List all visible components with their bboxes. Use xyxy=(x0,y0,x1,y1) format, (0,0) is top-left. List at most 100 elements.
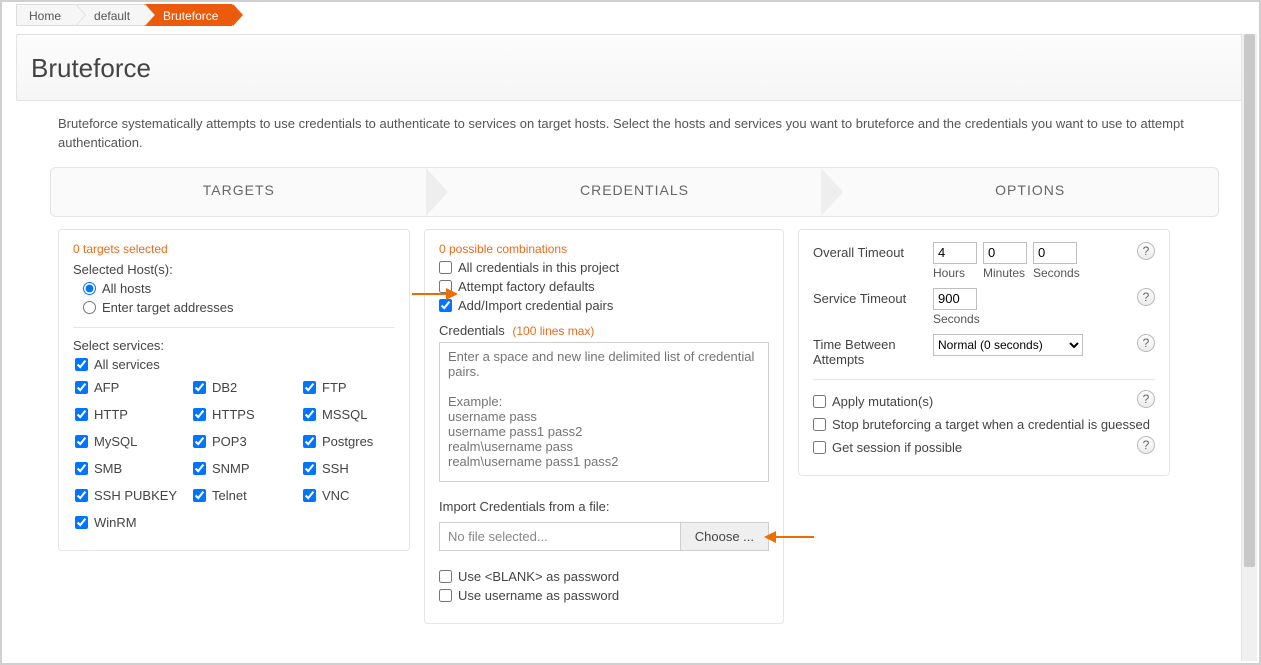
vertical-scrollbar[interactable] xyxy=(1241,34,1257,661)
help-icon[interactable]: ? xyxy=(1137,334,1155,352)
service-checkbox[interactable] xyxy=(75,381,88,394)
page-title: Bruteforce xyxy=(31,53,1230,84)
wizard-steps: TARGETS CREDENTIALS OPTIONS xyxy=(50,167,1219,217)
option-checkbox[interactable] xyxy=(813,395,826,408)
breadcrumb-bruteforce[interactable]: Bruteforce xyxy=(144,4,232,26)
overall-hours-input[interactable] xyxy=(933,242,977,264)
service-checkbox[interactable] xyxy=(75,435,88,448)
service-checkbox[interactable] xyxy=(193,381,206,394)
service-checkbox[interactable] xyxy=(303,462,316,475)
help-icon[interactable]: ? xyxy=(1137,288,1155,306)
service-checkbox[interactable] xyxy=(303,381,316,394)
service-telnet[interactable]: Telnet xyxy=(193,488,303,503)
service-checkbox[interactable] xyxy=(75,489,88,502)
divider xyxy=(73,327,395,328)
scrollbar-thumb[interactable] xyxy=(1244,34,1255,567)
cred-checkbox[interactable] xyxy=(439,261,452,274)
cred-extra-checkbox[interactable] xyxy=(439,570,452,583)
option-check-2[interactable]: Get session if possible xyxy=(813,440,1137,455)
service-ssh[interactable]: SSH xyxy=(303,461,403,476)
service-pop3[interactable]: POP3 xyxy=(193,434,303,449)
breadcrumb-home[interactable]: Home xyxy=(16,4,75,26)
service-snmp[interactable]: SNMP xyxy=(193,461,303,476)
service-checkbox[interactable] xyxy=(75,408,88,421)
step-separator-icon xyxy=(821,168,843,216)
help-icon[interactable]: ? xyxy=(1137,436,1155,454)
options-panel: Overall Timeout Hours Minutes Seconds ? … xyxy=(798,229,1170,476)
service-db2[interactable]: DB2 xyxy=(193,380,303,395)
radio-all-hosts-input[interactable] xyxy=(83,282,96,295)
service-timeout-input[interactable] xyxy=(933,288,977,310)
service-checkbox[interactable] xyxy=(303,435,316,448)
service-label: SNMP xyxy=(212,461,250,476)
service-checkbox[interactable] xyxy=(303,408,316,421)
credentials-hint: (100 lines max) xyxy=(512,324,594,338)
cred-check-label: Attempt factory defaults xyxy=(458,279,595,294)
minutes-unit-label: Minutes xyxy=(983,266,1027,280)
choose-file-button[interactable]: Choose ... xyxy=(681,522,769,551)
option-checkbox[interactable] xyxy=(813,441,826,454)
step-credentials[interactable]: CREDENTIALS xyxy=(447,168,823,216)
radio-enter-addresses-input[interactable] xyxy=(83,301,96,314)
step-targets[interactable]: TARGETS xyxy=(51,168,427,216)
cred-check-1[interactable]: Attempt factory defaults xyxy=(439,279,769,294)
service-label: HTTPS xyxy=(212,407,255,422)
radio-enter-addresses[interactable]: Enter target addresses xyxy=(83,300,395,315)
service-label: SMB xyxy=(94,461,122,476)
selected-hosts-label: Selected Host(s): xyxy=(73,262,395,277)
title-card: Bruteforce xyxy=(16,34,1245,101)
service-vnc[interactable]: VNC xyxy=(303,488,403,503)
service-label: SSH xyxy=(322,461,349,476)
cred-check-0[interactable]: All credentials in this project xyxy=(439,260,769,275)
radio-all-hosts[interactable]: All hosts xyxy=(83,281,395,296)
service-https[interactable]: HTTPS xyxy=(193,407,303,422)
service-ftp[interactable]: FTP xyxy=(303,380,403,395)
overall-seconds-input[interactable] xyxy=(1033,242,1077,264)
option-check-0[interactable]: Apply mutation(s) xyxy=(813,394,1137,409)
service-mysql[interactable]: MySQL xyxy=(75,434,193,449)
service-ssh-pubkey[interactable]: SSH PUBKEY xyxy=(75,488,193,503)
option-check-label: Apply mutation(s) xyxy=(832,394,933,409)
targets-selected-count: 0 targets selected xyxy=(73,242,395,256)
cred-checkbox[interactable] xyxy=(439,299,452,312)
service-checkbox[interactable] xyxy=(303,489,316,502)
cred-check-label: Add/Import credential pairs xyxy=(458,298,613,313)
help-icon[interactable]: ? xyxy=(1137,390,1155,408)
service-all[interactable]: All services xyxy=(75,357,395,372)
service-timeout-unit: Seconds xyxy=(933,312,980,326)
help-icon[interactable]: ? xyxy=(1137,242,1155,260)
service-label: VNC xyxy=(322,488,349,503)
cred-check-2[interactable]: Add/Import credential pairs xyxy=(439,298,769,313)
option-check-1[interactable]: Stop bruteforcing a target when a creden… xyxy=(813,417,1155,432)
time-between-attempts-select[interactable]: Normal (0 seconds) xyxy=(933,334,1083,356)
service-winrm[interactable]: WinRM xyxy=(75,515,193,530)
service-afp[interactable]: AFP xyxy=(75,380,193,395)
service-all-checkbox[interactable] xyxy=(75,358,88,371)
service-checkbox[interactable] xyxy=(193,408,206,421)
cred-extra-label: Use username as password xyxy=(458,588,619,603)
annotation-arrow-icon xyxy=(412,293,456,295)
service-smb[interactable]: SMB xyxy=(75,461,193,476)
service-mssql[interactable]: MSSQL xyxy=(303,407,403,422)
overall-timeout-label: Overall Timeout xyxy=(813,242,923,260)
credentials-textarea[interactable] xyxy=(439,342,769,482)
service-checkbox[interactable] xyxy=(75,462,88,475)
cred-extra-check-0[interactable]: Use <BLANK> as password xyxy=(439,569,769,584)
radio-all-hosts-label: All hosts xyxy=(102,281,151,296)
service-postgres[interactable]: Postgres xyxy=(303,434,403,449)
service-label: SSH PUBKEY xyxy=(94,488,177,503)
service-checkbox[interactable] xyxy=(193,462,206,475)
cred-check-label: All credentials in this project xyxy=(458,260,619,275)
cred-extra-checkbox[interactable] xyxy=(439,589,452,602)
service-all-label: All services xyxy=(94,357,160,372)
service-checkbox[interactable] xyxy=(193,489,206,502)
overall-minutes-input[interactable] xyxy=(983,242,1027,264)
service-checkbox[interactable] xyxy=(193,435,206,448)
service-checkbox[interactable] xyxy=(75,516,88,529)
service-http[interactable]: HTTP xyxy=(75,407,193,422)
option-check-label: Get session if possible xyxy=(832,440,962,455)
credentials-label-text: Credentials xyxy=(439,323,505,338)
option-checkbox[interactable] xyxy=(813,418,826,431)
cred-extra-check-1[interactable]: Use username as password xyxy=(439,588,769,603)
step-options[interactable]: OPTIONS xyxy=(842,168,1218,216)
